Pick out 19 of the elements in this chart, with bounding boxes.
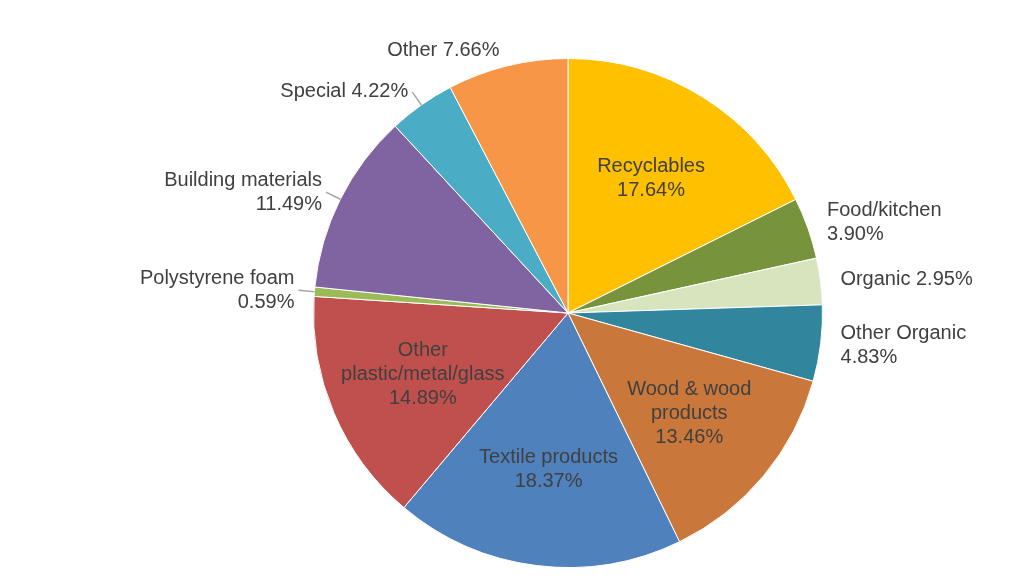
data-label: 0.59% bbox=[237, 289, 295, 312]
data-label: 3.90% bbox=[827, 222, 884, 245]
slice-label: Food/kitchen bbox=[827, 198, 942, 221]
data-label: 11.49% bbox=[255, 191, 323, 214]
category-label: Other 7.66% bbox=[387, 37, 500, 60]
data-label: 13.46% bbox=[655, 425, 724, 448]
data-label: 4.83% bbox=[840, 344, 898, 367]
slice-label: Textile products bbox=[479, 445, 619, 468]
slice-label: Organic 2.95% bbox=[840, 266, 973, 289]
slice-label: Special 4.22% bbox=[280, 79, 409, 102]
slice-label: Recyclables bbox=[597, 154, 705, 177]
data-label: 14.89% bbox=[388, 386, 457, 409]
slice-label: Building materials bbox=[164, 167, 323, 190]
slice-label: Other plastic/metal/glass bbox=[341, 338, 505, 385]
slice-label: Wood & wood products bbox=[627, 377, 752, 424]
slice-label: Other Organic bbox=[840, 320, 967, 343]
slice-label: Polystyrene foam bbox=[139, 265, 295, 288]
data-label: 18.37% bbox=[514, 469, 583, 492]
data-label: 17.64% bbox=[617, 178, 686, 201]
